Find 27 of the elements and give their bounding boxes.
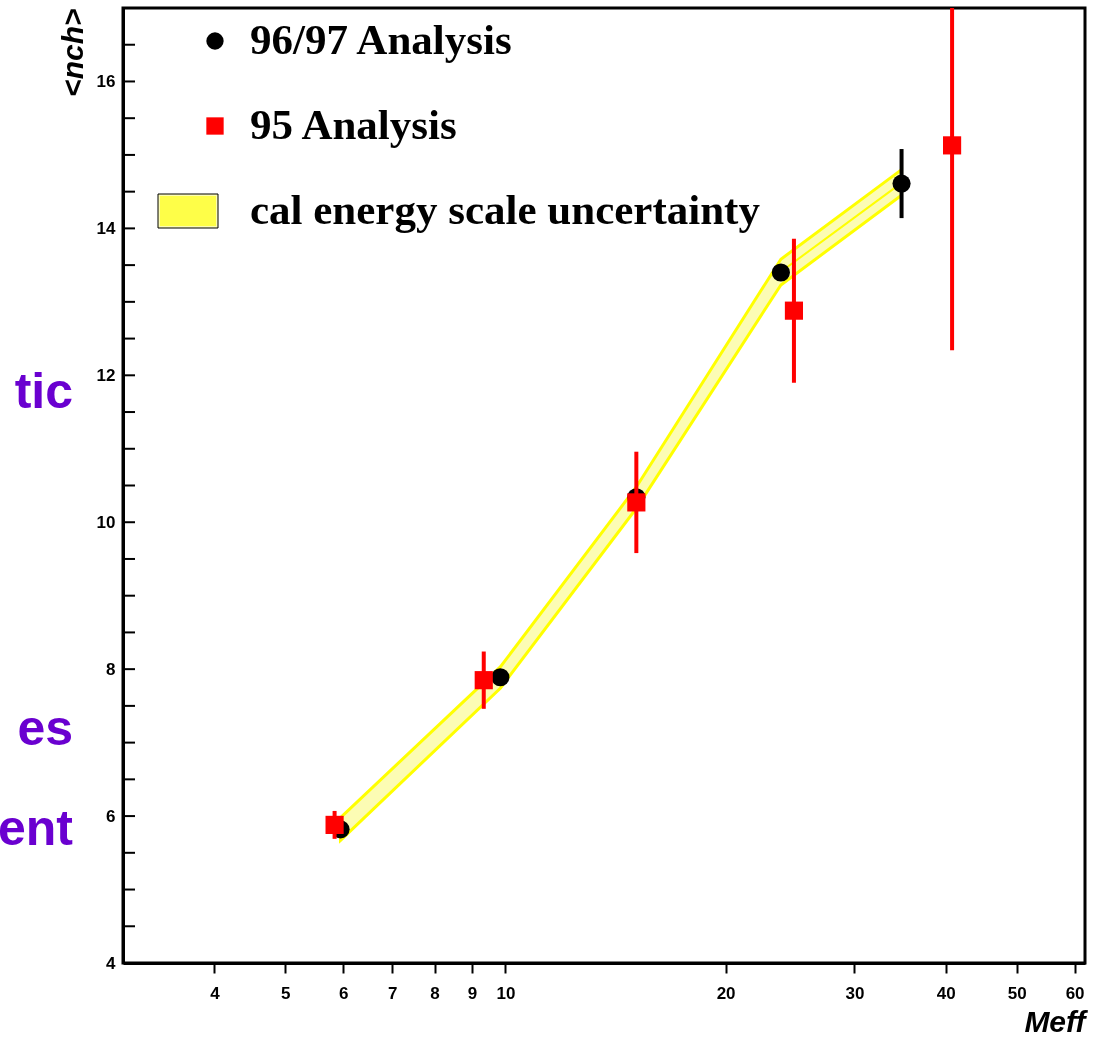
y-tick-label: 10: [96, 512, 116, 532]
legend-label: 96/97 Analysis: [250, 16, 512, 63]
y-tick-label: 4: [106, 953, 117, 973]
x-tick-label: 30: [845, 983, 865, 1003]
x-tick-label: 10: [496, 983, 516, 1003]
text: es: [17, 700, 73, 756]
x-tick-label: 4: [210, 983, 221, 1003]
y-axis-title: <nch>: [55, 8, 89, 97]
x-tick-label: 8: [430, 983, 440, 1003]
x-tick-label: 50: [1007, 983, 1027, 1003]
x-axis-title: Meff: [1024, 1004, 1089, 1038]
x-tick-label: 9: [467, 983, 478, 1003]
x-tick-label: 20: [716, 983, 736, 1003]
x-tick-label: 6: [338, 983, 349, 1003]
y-tick-label: 16: [96, 71, 116, 91]
y-tick-label: 12: [96, 365, 116, 385]
x-tick-label: 7: [387, 983, 398, 1003]
text: tic: [14, 363, 73, 419]
text: ent: [0, 800, 74, 856]
legend-label: 95 Analysis: [250, 101, 457, 148]
x-tick-label: 5: [281, 983, 291, 1003]
x-tick-label: 40: [936, 983, 956, 1003]
y-tick-label: 8: [106, 659, 116, 679]
y-tick-label: 6: [106, 806, 116, 826]
y-tick-label: 14: [96, 218, 117, 238]
legend-label: cal energy scale uncertainty: [250, 186, 761, 233]
x-tick-label: 60: [1065, 983, 1085, 1003]
